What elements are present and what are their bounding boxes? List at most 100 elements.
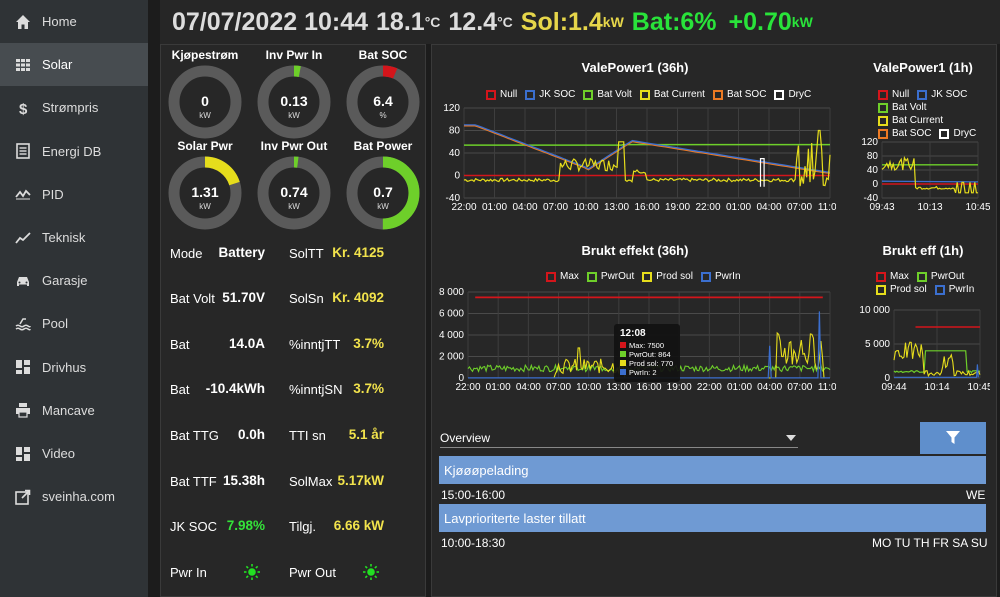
sidebar-item-str-mpris[interactable]: $ Strømpris <box>0 86 148 129</box>
legend-item[interactable]: JK SOC <box>917 89 967 100</box>
legend-item[interactable]: Bat SOC <box>712 89 766 100</box>
stat-value: 7.98% <box>226 518 265 533</box>
legend-item[interactable]: Null <box>486 89 517 100</box>
gauge-unit: kW <box>199 111 211 120</box>
tooltip-row: PwrOut: 864 <box>629 350 671 359</box>
gauge-dial: 1.31 kW <box>168 156 242 230</box>
car-icon <box>14 272 32 290</box>
sidebar-item-sveinha-com[interactable]: sveinha.com <box>0 475 148 518</box>
sidebar-item-label: Pool <box>42 316 69 332</box>
x-tick-label: 01:00 <box>486 382 511 393</box>
legend-item[interactable]: DryC <box>774 89 811 100</box>
sidebar-item-label: Garasje <box>42 273 88 289</box>
legend-item[interactable]: JK SOC <box>525 89 575 100</box>
x-tick-label: 19:00 <box>667 382 692 393</box>
x-tick-label: 10:14 <box>924 382 949 393</box>
stat-value: 14.0A <box>228 336 265 351</box>
trend-icon <box>14 229 32 247</box>
gauge-dial: 0.74 kW <box>257 156 331 230</box>
y-tick-label: 120 <box>443 103 460 114</box>
legend-swatch <box>878 102 888 113</box>
svg-text:$: $ <box>19 101 28 116</box>
legend-item[interactable]: Bat Current <box>878 115 943 126</box>
legend-item[interactable]: Max <box>876 271 909 282</box>
legend-swatch <box>586 271 597 282</box>
gauge-value: 0 <box>201 93 209 109</box>
legend-item[interactable]: Bat Current <box>639 89 705 100</box>
gauge-unit: kW <box>377 202 389 211</box>
header-power-unit: kW <box>791 14 813 30</box>
y-tick-label: -40 <box>446 193 461 204</box>
tooltip-swatch <box>620 369 626 375</box>
x-tick-label: 22:00 <box>695 202 720 213</box>
sidebar-item-pool[interactable]: Pool <box>0 302 148 345</box>
sidebar-item-video[interactable]: Video <box>0 432 148 475</box>
sidebar-item-label: Solar <box>42 57 73 73</box>
series-jk-soc <box>464 124 831 173</box>
sidebar-item-energi-db[interactable]: Energi DB <box>0 130 148 173</box>
sidebar-item-mancave[interactable]: Mancave <box>0 389 148 432</box>
stat-label: %inntjTT <box>289 337 341 352</box>
sidebar-item-drivhus[interactable]: Drivhus <box>0 346 148 389</box>
gauge-title: Bat Power <box>353 139 413 153</box>
overview-select[interactable]: Overview <box>440 428 798 448</box>
y-tick-label: 40 <box>867 165 879 176</box>
y-tick-label: 10 000 <box>859 305 890 316</box>
sidebar-item-garasje[interactable]: Garasje <box>0 259 148 302</box>
dashboard-icon <box>14 358 32 376</box>
y-tick-label: 80 <box>867 151 879 162</box>
x-tick-label: 22:00 <box>697 382 722 393</box>
stat-value: 3.7% <box>353 336 384 351</box>
sidebar-item-solar[interactable]: Solar <box>0 43 148 87</box>
header-bat: Bat:6% <box>631 7 717 36</box>
legend-item[interactable]: Prod sol <box>876 284 927 295</box>
legend-item[interactable]: Null <box>878 89 909 100</box>
filter-button[interactable] <box>920 422 986 454</box>
stat-label: SolTT <box>289 246 324 261</box>
y-tick-label: 0 <box>454 171 460 182</box>
legend-item[interactable]: Bat Volt <box>878 102 926 113</box>
sun-status-icon <box>362 563 380 586</box>
chart-legend: Null JK SOC Bat Volt Bat Current Bat SOC DryC <box>878 89 988 139</box>
gauge-unit: kW <box>199 202 211 211</box>
sidebar-item-pid[interactable]: PID <box>0 173 148 216</box>
external-icon <box>14 488 32 506</box>
x-tick-label: 11:00 <box>818 382 836 393</box>
legend-item[interactable]: PwrOut <box>916 271 964 282</box>
stat-value: Kr. 4092 <box>332 290 384 305</box>
stat-value: 51.70V <box>222 290 265 305</box>
y-tick-label: 2 000 <box>439 352 464 363</box>
y-tick-label: 120 <box>861 137 878 148</box>
stat-value: 0.0h <box>237 427 265 442</box>
legend-item[interactable]: PwrOut <box>586 271 635 282</box>
schedule-bar[interactable]: Lavprioriterte laster tillatt <box>439 504 986 532</box>
stat-label: SolSn <box>289 291 324 306</box>
stat-label: Bat Volt <box>170 291 215 306</box>
sidebar-item-label: Video <box>42 446 76 461</box>
schedule-days: WE <box>966 488 986 502</box>
legend-item[interactable]: Bat Volt <box>583 89 632 100</box>
legend-swatch <box>917 89 928 100</box>
legend-item[interactable]: Max <box>546 271 579 282</box>
gauge-value: 0.13 <box>280 93 307 109</box>
legend-swatch <box>642 271 653 282</box>
legend-item[interactable]: PwrIn <box>934 284 974 295</box>
legend-label: PwrOut <box>600 271 635 282</box>
legend-item[interactable]: Prod sol <box>642 271 693 282</box>
sidebar-item-home[interactable]: Home <box>0 0 148 43</box>
tooltip-bg <box>614 324 680 382</box>
header-power: +0.70 <box>728 7 792 36</box>
gauge-unit: kW <box>288 111 300 120</box>
gauge-dial: 0.7 kW <box>346 156 420 230</box>
legend-item[interactable]: Bat SOC <box>878 128 931 139</box>
sidebar-item-teknisk[interactable]: Teknisk <box>0 216 148 259</box>
header-bar: 07/07/2022 10:44 18.1 °C 12.4 °C Sol:1.4… <box>160 0 1000 44</box>
legend-item[interactable]: DryC <box>939 128 976 139</box>
legend-item[interactable]: PwrIn <box>700 271 741 282</box>
legend-label: Null <box>892 89 910 100</box>
schedule-bar[interactable]: Kjøøøpelading <box>439 456 986 484</box>
x-tick-label: 10:00 <box>576 382 601 393</box>
tooltip-swatch <box>620 360 626 366</box>
x-tick-label: 10:45 <box>967 382 990 393</box>
legend-swatch <box>639 89 650 100</box>
